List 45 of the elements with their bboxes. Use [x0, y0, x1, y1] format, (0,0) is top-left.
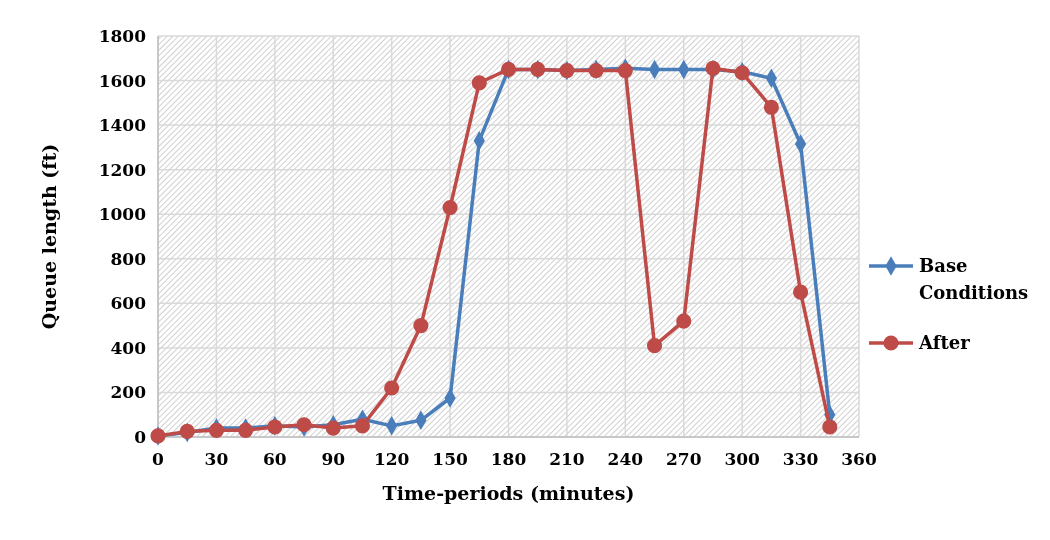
point	[179, 423, 195, 439]
x-tick-label: 120	[373, 449, 410, 469]
y-tick-label: 400	[110, 337, 147, 358]
x-tick-label: 90	[321, 449, 346, 469]
y-axis-title: Queue length (ft)	[38, 143, 60, 330]
x-tick-label: 240	[607, 449, 644, 469]
point	[793, 284, 809, 300]
y-tick-label: 800	[110, 248, 147, 269]
point	[617, 62, 633, 79]
x-tick-label: 360	[841, 449, 877, 469]
point	[384, 380, 400, 396]
y-tick-label: 1200	[98, 159, 147, 180]
point	[734, 65, 750, 81]
x-tick-label: 270	[666, 449, 702, 469]
x-tick-label: 60	[263, 449, 287, 469]
point	[325, 420, 341, 436]
y-tick-label: 0	[134, 427, 147, 447]
point	[676, 313, 692, 329]
x-tick-label: 0	[152, 449, 165, 469]
x-tick-label: 180	[490, 449, 527, 469]
y-tick-label: 200	[110, 382, 147, 403]
x-tick-label: 330	[782, 449, 819, 469]
x-tick-label: 210	[549, 449, 585, 469]
x-tick-label: 30	[204, 449, 229, 469]
point	[413, 318, 429, 334]
point	[296, 417, 312, 433]
y-tick-label: 1600	[98, 70, 147, 91]
point	[822, 419, 838, 435]
y-tick-label: 1400	[98, 115, 147, 136]
y-tick-label: 600	[110, 293, 147, 314]
y-tick-label: 1000	[98, 204, 147, 225]
point	[705, 60, 721, 76]
point	[471, 75, 487, 91]
point	[442, 199, 458, 216]
point	[646, 338, 663, 354]
y-tick-label: 1800	[98, 26, 147, 46]
point	[208, 422, 224, 438]
x-tick-label: 150	[432, 449, 468, 469]
x-tick-label: 300	[724, 449, 761, 469]
legend-label: After	[918, 332, 971, 353]
x-axis-title: Time-periods (minutes)	[382, 482, 635, 504]
point	[238, 422, 254, 438]
legend-label: Base Conditions	[919, 255, 1029, 303]
point	[354, 418, 371, 434]
point	[763, 99, 779, 115]
